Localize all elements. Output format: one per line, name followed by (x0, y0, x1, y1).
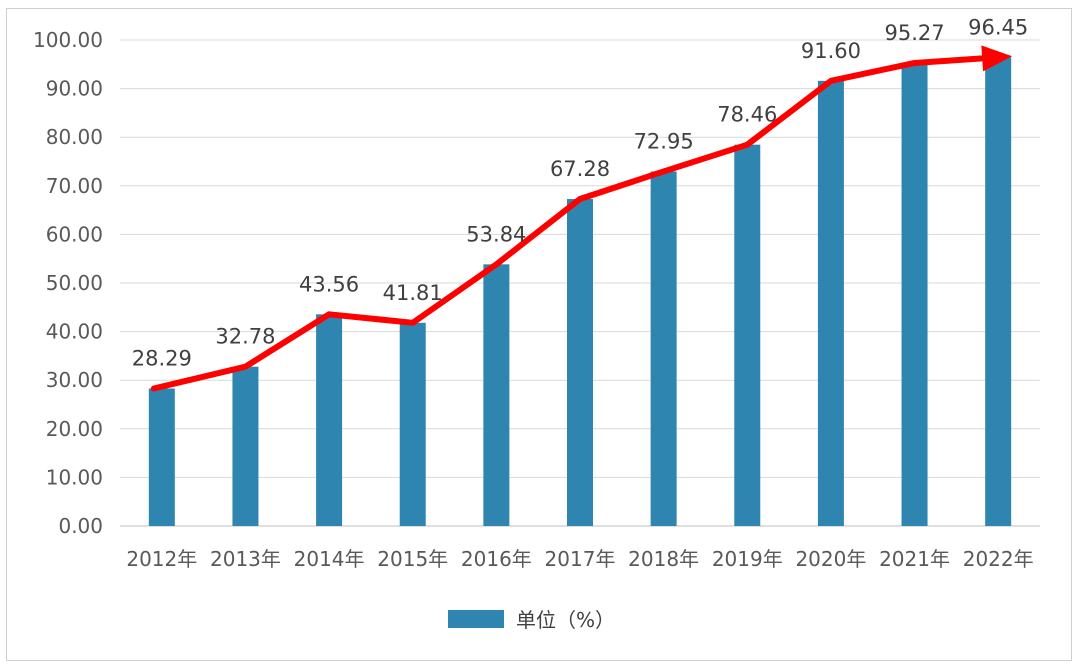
trend-line (150, 55, 986, 392)
y-axis-tick-labels: 0.00 10.00 20.00 30.00 40.00 50.00 60.00 70.00 8… (33, 28, 103, 538)
y-tick-label: 70.00 (46, 174, 103, 198)
data-label: 91.60 (801, 39, 861, 63)
x-tick-label: 2013年 (210, 547, 281, 571)
x-tick-label: 2012年 (126, 547, 197, 571)
x-tick-label: 2016年 (461, 547, 532, 571)
bars (148, 57, 1012, 527)
bar (232, 366, 259, 526)
data-label: 41.81 (383, 281, 443, 305)
bar (148, 388, 175, 526)
bar (650, 171, 677, 526)
x-tick-label: 2014年 (294, 547, 365, 571)
data-label: 95.27 (884, 21, 944, 45)
y-tick-label: 0.00 (58, 514, 103, 538)
x-tick-label: 2018年 (628, 547, 699, 571)
y-tick-label: 40.00 (46, 320, 103, 344)
bar (483, 264, 510, 526)
data-label: 67.28 (550, 157, 610, 181)
bar (734, 144, 761, 527)
legend-swatch (448, 610, 504, 628)
y-tick-label: 10.00 (46, 465, 103, 489)
x-tick-label: 2021年 (879, 547, 950, 571)
bar (399, 322, 426, 526)
data-label: 32.78 (215, 325, 275, 349)
x-tick-label: 2015年 (377, 547, 448, 571)
gridlines (120, 39, 1040, 527)
data-label: 96.45 (968, 15, 1028, 39)
trend-arrow-head (981, 45, 1013, 72)
bar (817, 80, 844, 526)
y-tick-label: 50.00 (46, 271, 103, 295)
x-tick-label: 2019年 (712, 547, 783, 571)
y-tick-label: 60.00 (46, 222, 103, 246)
chart-frame (6, 8, 1072, 661)
trend-line-group (150, 45, 1013, 392)
data-label: 72.95 (634, 129, 694, 153)
legend-label: 单位（%） (516, 608, 615, 632)
bar (985, 57, 1012, 527)
data-label: 53.84 (466, 222, 526, 246)
y-tick-label: 80.00 (46, 125, 103, 149)
legend: 单位（%） (448, 608, 615, 632)
bar (316, 314, 343, 526)
data-labels: 28.29 32.78 43.56 41.81 53.84 67.28 72.95 78.46… (132, 15, 1028, 370)
x-tick-label: 2020年 (795, 547, 866, 571)
y-tick-label: 100.00 (33, 28, 103, 52)
bar (567, 199, 593, 526)
data-label: 43.56 (299, 272, 359, 296)
x-axis-tick-labels: 2012年 2013年 2014年 2015年 2016年 2017年 2018年 2019年… (126, 547, 1033, 571)
bar (901, 62, 928, 527)
x-tick-label: 2017年 (545, 547, 616, 571)
y-tick-label: 20.00 (46, 417, 103, 441)
y-tick-label: 90.00 (46, 77, 103, 101)
data-label: 28.29 (132, 347, 192, 371)
y-tick-label: 30.00 (46, 368, 103, 392)
data-label: 78.46 (717, 103, 777, 127)
x-tick-label: 2022年 (963, 547, 1034, 571)
